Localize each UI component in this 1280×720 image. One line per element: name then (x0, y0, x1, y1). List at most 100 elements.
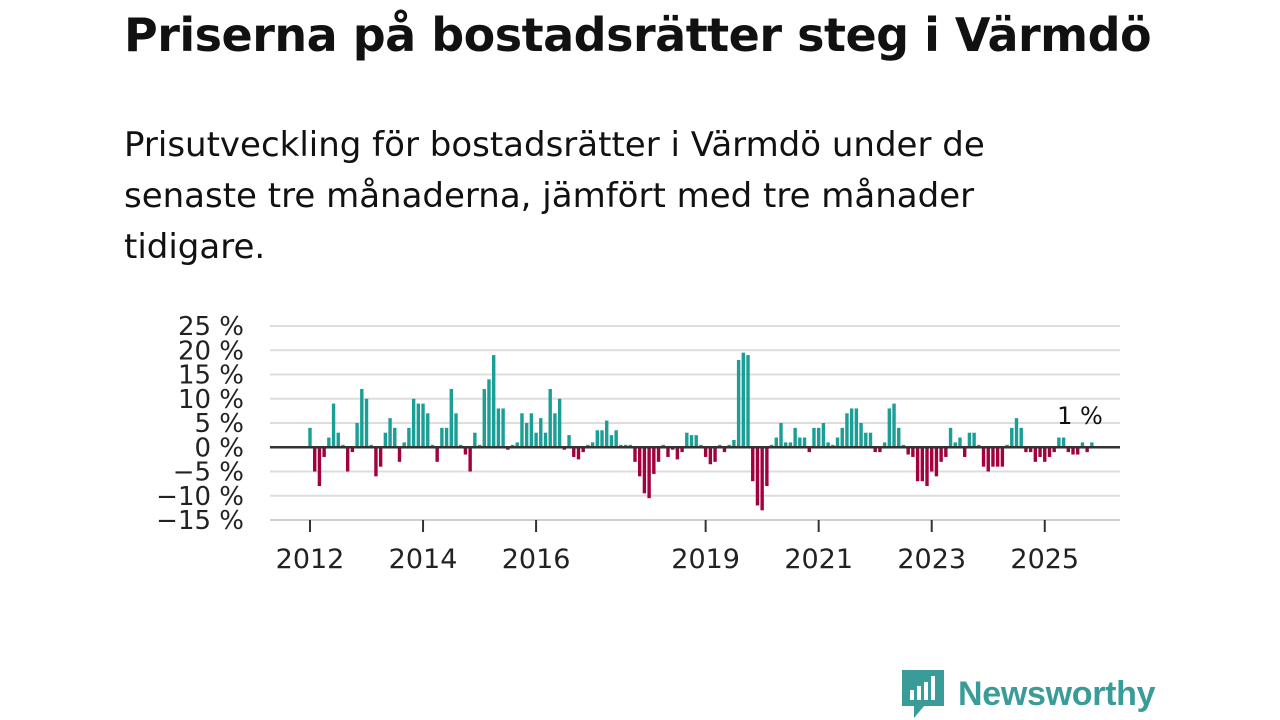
bar (1047, 447, 1052, 457)
bar (374, 447, 378, 477)
bar (496, 408, 501, 448)
newsworthy-logo: Newsworthy (902, 670, 1156, 718)
y-tick-label: 20 % (178, 336, 244, 366)
bar (878, 447, 882, 453)
bar (1038, 447, 1042, 457)
y-tick-label: 5 % (194, 409, 244, 439)
bar (317, 447, 322, 487)
bar (313, 447, 317, 472)
bar (345, 447, 350, 472)
bar (322, 447, 326, 457)
bar (331, 403, 336, 448)
bar (1019, 427, 1023, 448)
x-tick-label: 2012 (276, 544, 345, 575)
bar (675, 447, 680, 460)
bar (539, 418, 543, 448)
y-tick-label: −5 % (173, 458, 244, 488)
bar (421, 403, 425, 448)
bar (449, 389, 453, 448)
bar (736, 359, 741, 448)
bar (1071, 447, 1075, 455)
bar (986, 447, 990, 472)
bar (746, 355, 750, 448)
bar (567, 435, 571, 448)
bar (393, 427, 397, 448)
bar (784, 442, 788, 448)
bar (557, 398, 562, 448)
bar (336, 432, 340, 448)
bar (647, 447, 651, 499)
bar (666, 447, 670, 457)
bar (444, 427, 449, 448)
bar (1043, 447, 1047, 462)
bar (600, 430, 604, 448)
bar (958, 437, 962, 448)
bar (835, 437, 840, 448)
bar (435, 447, 439, 462)
bar (605, 420, 609, 448)
bar (944, 447, 948, 457)
bar (788, 442, 793, 448)
bar (1061, 437, 1066, 448)
bar (388, 418, 392, 448)
bar (327, 437, 331, 448)
bar (581, 447, 585, 453)
last-value-label: 1 % (1057, 402, 1103, 430)
bar (897, 427, 901, 448)
bar (826, 442, 830, 448)
bar (713, 447, 717, 462)
bar (487, 379, 491, 448)
bar (732, 439, 736, 448)
bar (350, 447, 355, 453)
bar (760, 447, 764, 511)
bar (741, 352, 746, 448)
bar (972, 432, 976, 448)
bar (534, 432, 538, 448)
bar (925, 447, 929, 487)
x-tick-label: 2019 (671, 544, 740, 575)
bar (816, 427, 821, 448)
bar (873, 447, 877, 453)
x-tick-label: 2025 (1010, 544, 1079, 575)
bar (515, 442, 519, 448)
y-tick-label: 0 % (194, 433, 244, 463)
bar (355, 423, 359, 448)
bar (473, 432, 477, 448)
bar (802, 437, 807, 448)
bar (755, 447, 760, 506)
bar (642, 447, 647, 494)
bar (793, 427, 797, 448)
bar (798, 437, 802, 448)
x-tick-label: 2016 (502, 544, 571, 575)
bar (892, 403, 896, 448)
bar (939, 447, 943, 462)
gridlines (270, 325, 1120, 521)
bar (652, 447, 656, 474)
bar (821, 423, 826, 448)
bar (708, 447, 713, 465)
bar (967, 432, 972, 448)
bar-chart: 25 %20 %15 %10 %5 %0 %−5 %−10 %−15 % 2012… (156, 312, 1120, 575)
y-tick-label: −15 % (156, 506, 244, 536)
bar (482, 389, 486, 448)
bar (694, 435, 698, 448)
bar (1010, 427, 1014, 448)
bar (572, 447, 576, 457)
bar (868, 432, 873, 448)
y-tick-label: −10 % (156, 482, 244, 512)
bar (906, 447, 910, 455)
bar (454, 413, 458, 448)
bar (1066, 447, 1071, 453)
tick-labels: 25 %20 %15 %10 %5 %0 %−5 %−10 %−15 % 2012… (156, 312, 1103, 575)
bar (633, 447, 637, 462)
bar (553, 413, 557, 448)
bar (1057, 437, 1061, 448)
bar (1024, 447, 1028, 453)
x-tick-label: 2023 (897, 544, 966, 575)
bar (962, 447, 967, 457)
bar (426, 413, 430, 448)
x-tick-label: 2014 (389, 544, 458, 575)
bar (995, 447, 1000, 467)
bar (774, 437, 778, 448)
brand-name: Newsworthy (958, 674, 1156, 713)
